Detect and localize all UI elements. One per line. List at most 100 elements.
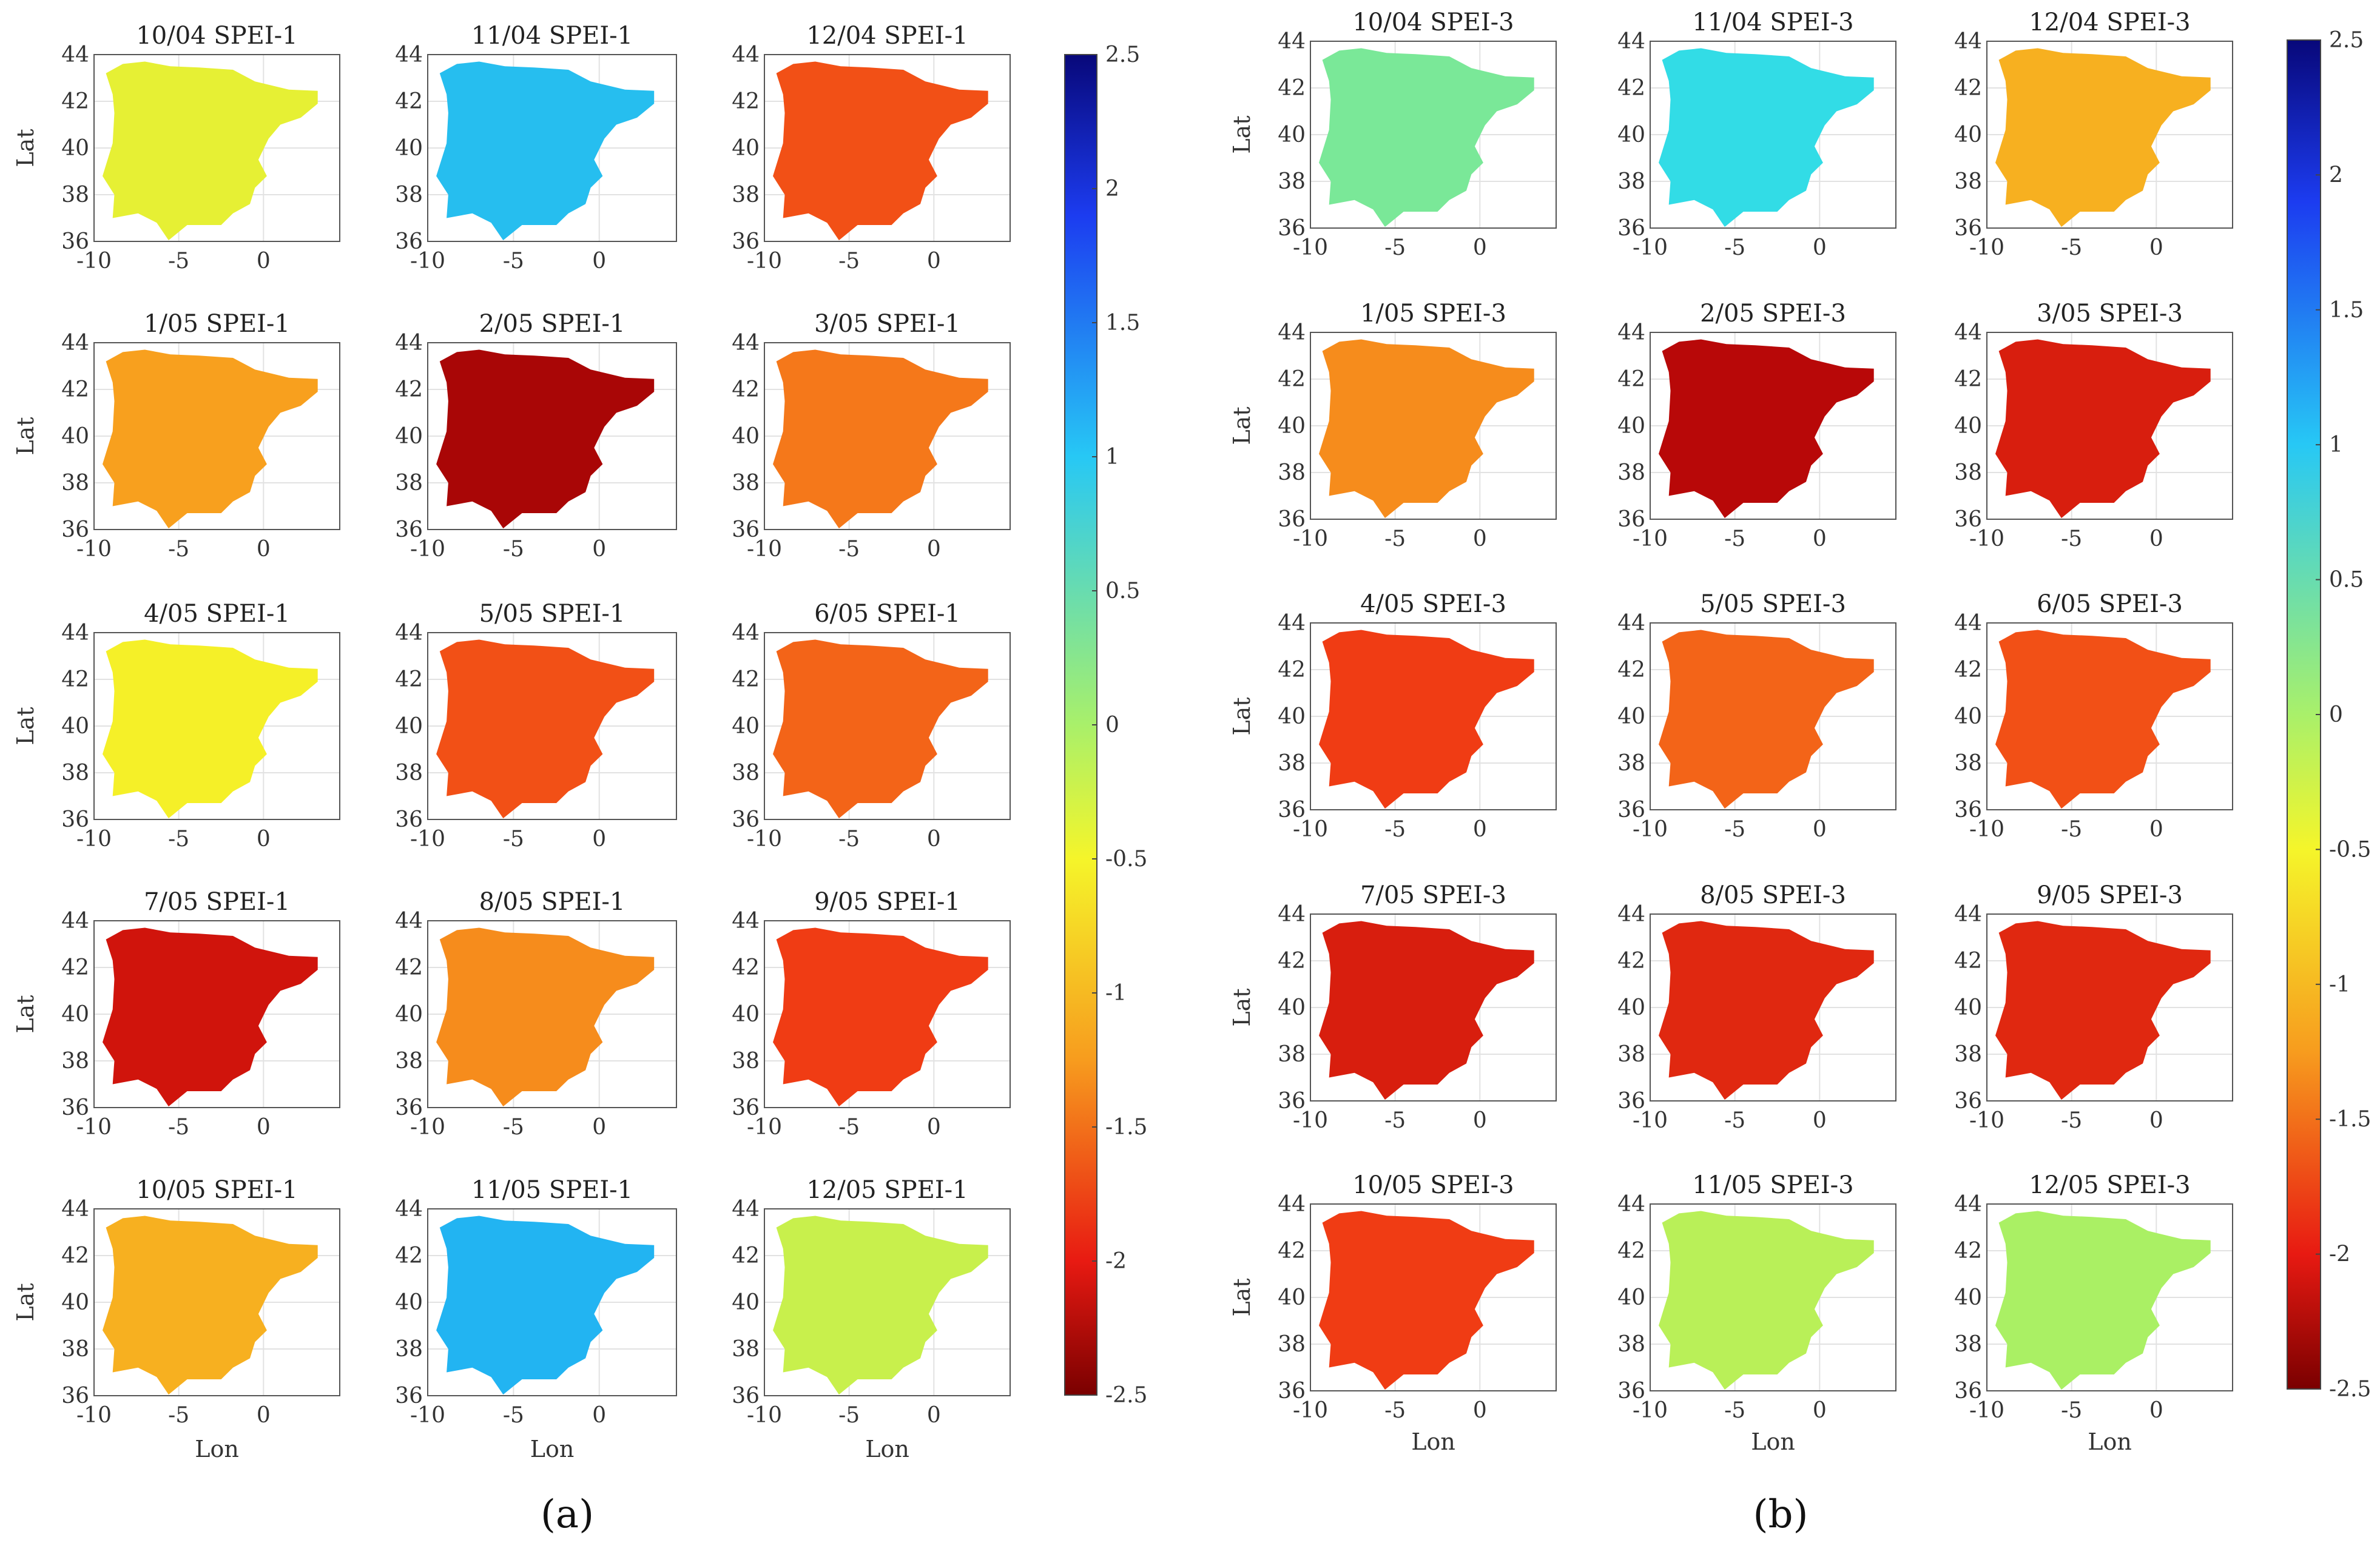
y-tick-label: 44 [61, 1197, 89, 1222]
y-tick-label: 42 [732, 1243, 760, 1268]
x-tick-label: -5 [503, 249, 524, 274]
y-tick-label: 42 [395, 377, 423, 402]
map-a-4: 1/05 SPEI-1 36 38 40 42 44 -10 -5 0 Lat [12, 310, 340, 562]
y-tick-label: 42 [1954, 949, 1982, 974]
y-tick-label: 38 [732, 183, 760, 207]
spei-land-shape [1995, 630, 2211, 809]
y-tick-label: 40 [732, 1290, 760, 1315]
colorbar-tick-label: 2 [2329, 163, 2343, 187]
colorbar-tick-label: -2.5 [1105, 1383, 1147, 1408]
y-tick-label: 36 [1278, 507, 1306, 532]
map-title: 11/05 SPEI-1 [471, 1176, 633, 1204]
y-tick-label: 42 [1954, 1239, 1982, 1263]
y-axis-label: Lat [12, 995, 39, 1033]
axes-frame [1650, 332, 1896, 520]
map-a-15: 12/05 SPEI-1 36 38 40 42 44 -10 -5 0 Lon [732, 1176, 1011, 1462]
x-tick-label: -5 [1384, 235, 1406, 260]
x-tick-label: -10 [76, 827, 112, 852]
y-tick-label: 44 [1617, 29, 1645, 54]
y-tick-label: 40 [61, 714, 89, 739]
spei-land-shape [1319, 630, 1534, 809]
x-tick-label: 0 [2149, 526, 2163, 551]
y-tick-label: 44 [1278, 902, 1306, 927]
axes-frame [1986, 41, 2233, 229]
x-tick-label: -10 [1293, 817, 1328, 842]
x-tick-label: -5 [1724, 526, 1745, 551]
y-tick-label: 42 [1278, 1239, 1306, 1263]
map-title: 10/04 SPEI-3 [1352, 8, 1514, 36]
x-tick-label: -5 [168, 827, 189, 852]
x-tick-label: -10 [76, 1115, 112, 1140]
x-tick-label: -5 [1384, 526, 1406, 551]
spei-land-shape [773, 927, 988, 1107]
y-tick-label: 38 [395, 183, 423, 207]
y-tick-label: 38 [1954, 460, 1982, 485]
x-tick-label: 0 [1473, 1398, 1487, 1423]
colorbar-tick-label: -1 [2329, 972, 2350, 997]
map-b-1: 10/04 SPEI-3 36 38 40 42 44 -10 -5 0 Lat [1229, 8, 1557, 260]
y-tick-label: 42 [1617, 1239, 1645, 1263]
y-tick-label: 38 [1278, 1042, 1306, 1067]
y-tick-label: 40 [395, 714, 423, 739]
x-tick-label: -10 [1969, 1398, 2004, 1423]
y-tick-label: 42 [1617, 367, 1645, 392]
spei-land-shape [1659, 1211, 1874, 1390]
y-tick-label: 38 [1278, 751, 1306, 776]
map-b-14: 11/05 SPEI-3 36 38 40 42 44 -10 -5 0 Lon [1617, 1171, 1896, 1455]
y-tick-label: 44 [1954, 902, 1982, 927]
x-tick-label: 0 [592, 1403, 606, 1428]
x-tick-label: -10 [410, 1403, 445, 1428]
map-title: 3/05 SPEI-3 [2037, 300, 2183, 328]
y-tick-label: 44 [1278, 611, 1306, 636]
map-a-2: 11/04 SPEI-1 36 38 40 42 44 -10 -5 0 [395, 22, 677, 274]
map-title: 8/05 SPEI-1 [479, 888, 625, 916]
spei-land-shape [773, 61, 988, 241]
y-tick-label: 36 [1617, 798, 1645, 822]
x-tick-label: 0 [1813, 1108, 1827, 1133]
colorbar-tick-label: 1 [2329, 432, 2343, 457]
axes-frame [427, 342, 677, 530]
map-title: 11/05 SPEI-3 [1692, 1171, 1853, 1199]
spei-land-shape [1995, 921, 2211, 1100]
y-tick-label: 36 [1278, 1379, 1306, 1404]
y-tick-label: 38 [1617, 751, 1645, 776]
axes-frame [1986, 1203, 2233, 1391]
map-title: 12/05 SPEI-3 [2029, 1171, 2190, 1199]
colorbar-tick-label: 2.5 [2329, 28, 2364, 53]
x-tick-label: -5 [1384, 817, 1406, 842]
y-tick-label: 42 [732, 667, 760, 692]
y-tick-label: 36 [61, 229, 89, 254]
axes-frame [427, 920, 677, 1108]
colorbar-tick-label: -1.5 [1105, 1115, 1147, 1140]
y-tick-label: 38 [61, 1337, 89, 1362]
colorbar-tick-label: 1 [1105, 445, 1119, 469]
map-b-6: 3/05 SPEI-3 36 38 40 42 44 -10 -5 0 [1954, 300, 2233, 551]
y-tick-label: 40 [1278, 1285, 1306, 1310]
x-tick-label: 0 [2149, 1108, 2163, 1133]
y-tick-label: 36 [1278, 216, 1306, 241]
y-tick-label: 42 [61, 955, 89, 980]
y-tick-label: 42 [395, 955, 423, 980]
axes-frame [764, 1208, 1011, 1396]
map-b-4: 1/05 SPEI-3 36 38 40 42 44 -10 -5 0 Lat [1229, 300, 1557, 551]
y-tick-label: 44 [1617, 1192, 1645, 1217]
x-tick-label: 0 [1813, 526, 1827, 551]
x-tick-label: -5 [503, 827, 524, 852]
x-tick-label: -10 [1969, 235, 2004, 260]
y-tick-label: 38 [395, 471, 423, 496]
map-b-9: 6/05 SPEI-3 36 38 40 42 44 -10 -5 0 [1954, 590, 2233, 842]
y-tick-label: 44 [732, 1197, 760, 1222]
x-axis-label: Lon [530, 1436, 575, 1462]
x-tick-label: -10 [1969, 1108, 2004, 1133]
y-axis-label: Lat [1229, 988, 1255, 1026]
x-tick-label: 0 [927, 827, 941, 852]
x-tick-label: 0 [257, 827, 271, 852]
spei-land-shape [1659, 339, 1874, 519]
colorbar-tick-label: 1.5 [2329, 298, 2364, 323]
y-tick-label: 38 [1954, 751, 1982, 776]
y-tick-label: 42 [732, 377, 760, 402]
y-tick-label: 38 [1954, 169, 1982, 194]
axes-frame [764, 342, 1011, 530]
colorbar-tick-label: 0.5 [2329, 568, 2364, 593]
x-tick-label: -5 [838, 1403, 860, 1428]
